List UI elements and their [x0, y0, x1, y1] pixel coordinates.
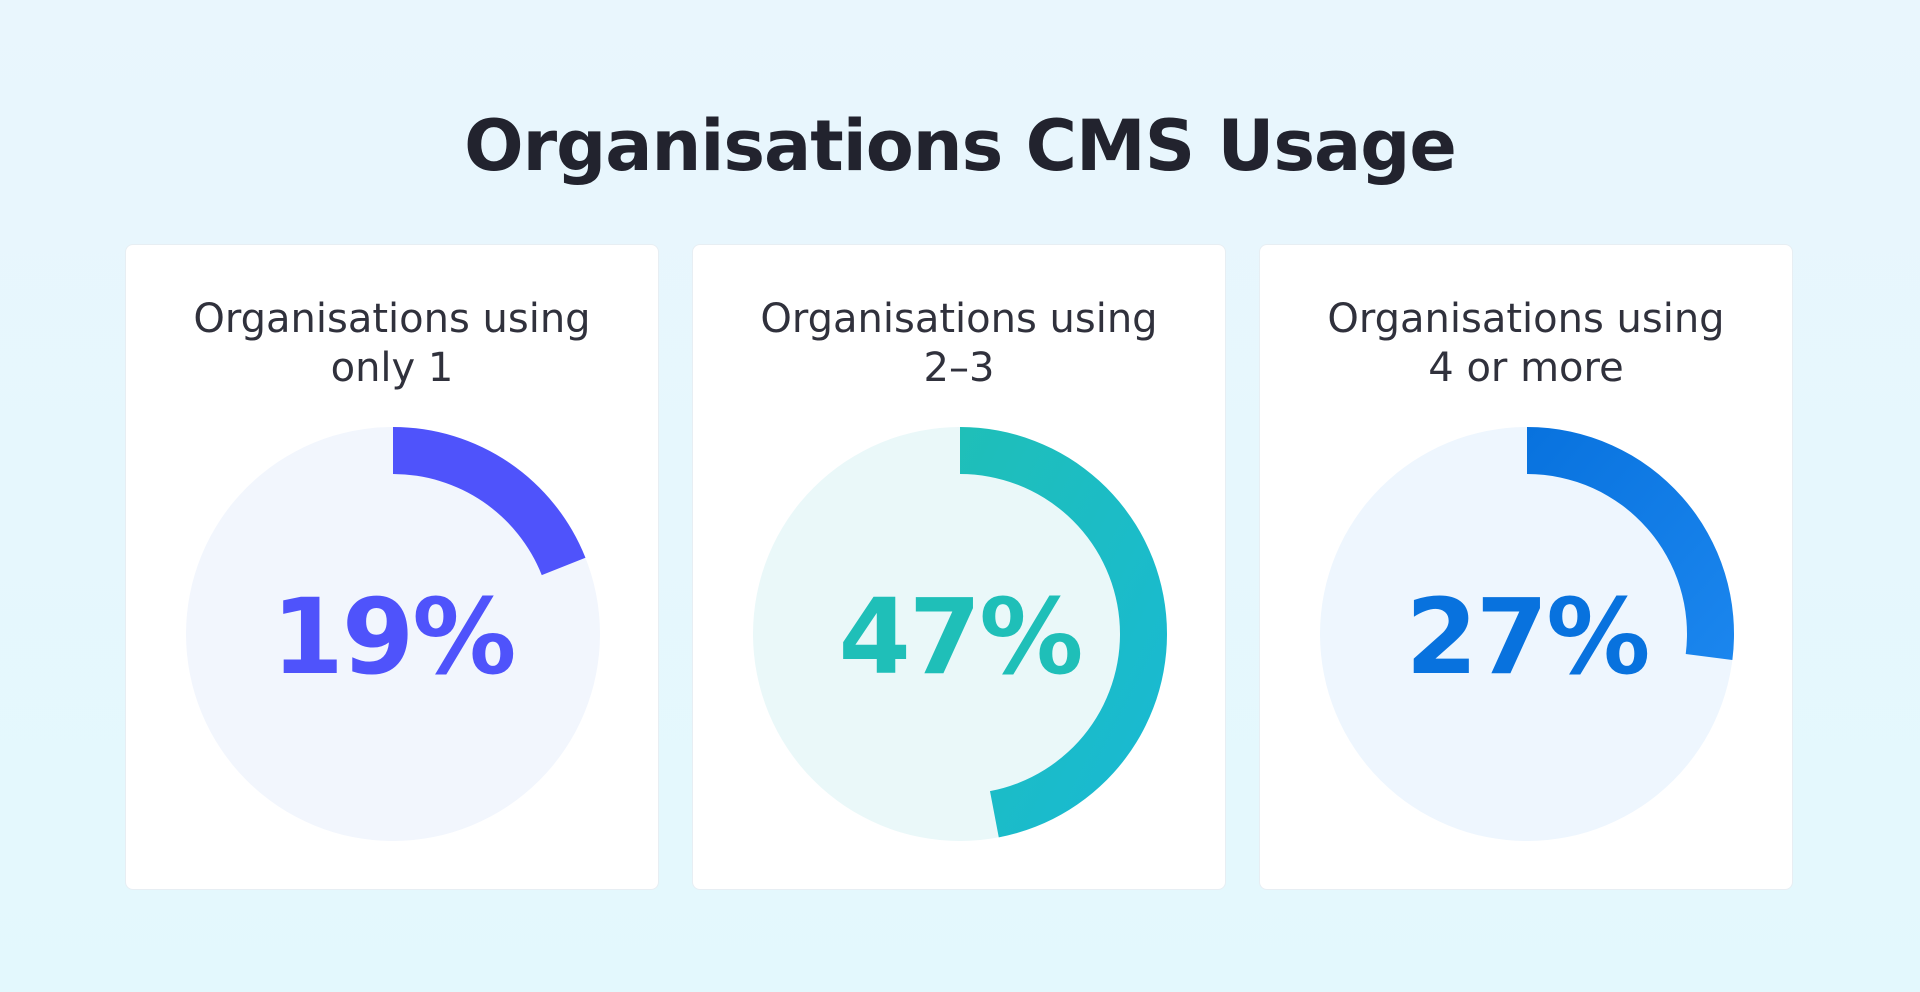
donut-arc-value	[393, 427, 586, 576]
donut-track	[1320, 427, 1734, 841]
card-label: Organisations using 2–3	[693, 295, 1225, 393]
card-label-line2: 4 or more	[1428, 345, 1624, 391]
donut-value-label: 19%	[272, 576, 515, 698]
card-only-1: Organisations using only 1 19%	[125, 244, 659, 890]
donut-value-label: 27%	[1406, 576, 1649, 698]
donut-arc-value	[1527, 427, 1734, 660]
card-label-line2: 2–3	[923, 345, 995, 391]
donut-chart: 47%	[753, 427, 1167, 841]
card-2-3: Organisations using 2–3 47%	[692, 244, 1226, 890]
donut-arc-value	[960, 427, 1167, 838]
donut-track	[753, 427, 1167, 841]
donut-chart: 19%	[186, 427, 600, 841]
donut-chart: 27%	[1320, 427, 1734, 841]
card-label: Organisations using only 1	[126, 295, 658, 393]
card-label-line1: Organisations using	[193, 296, 591, 342]
donut-track	[186, 427, 600, 841]
donut-value-label: 47%	[839, 576, 1082, 698]
card-label: Organisations using 4 or more	[1260, 295, 1792, 393]
card-label-line1: Organisations using	[760, 296, 1158, 342]
page-title: Organisations CMS Usage	[464, 105, 1457, 187]
card-label-line2: only 1	[330, 345, 454, 391]
card-4-or-more: Organisations using 4 or more 27%	[1259, 244, 1793, 890]
card-label-line1: Organisations using	[1327, 296, 1725, 342]
